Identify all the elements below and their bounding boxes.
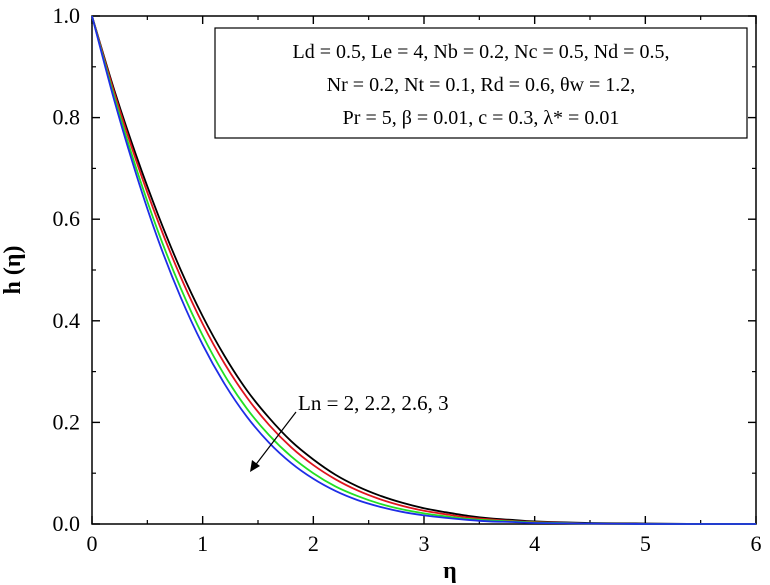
y-axis-title: h (η)	[0, 246, 26, 295]
x-tick-label: 3	[419, 531, 430, 556]
x-tick-label: 6	[751, 531, 762, 556]
parameter-line-3: Pr = 5, β = 0.01, c = 0.3, λ* = 0.01	[343, 107, 620, 129]
annotation-label: Ln = 2, 2.2, 2.6, 3	[298, 391, 449, 415]
y-tick-label: 0.6	[53, 206, 81, 231]
x-tick-label: 4	[529, 531, 540, 556]
x-axis-title: η	[443, 558, 457, 584]
parameter-line-1: Ld = 0.5, Le = 4, Nb = 0.2, Nc = 0.5, Nd…	[293, 41, 670, 63]
x-axis: 0 1 2 3 4 5 6	[87, 16, 762, 556]
parameter-box	[214, 27, 748, 139]
x-tick-label: 2	[308, 531, 319, 556]
y-tick-label: 0.4	[53, 308, 81, 333]
x-tick-label: 1	[197, 531, 208, 556]
x-tick-label: 5	[640, 531, 651, 556]
y-tick-label: 0.0	[53, 511, 81, 536]
annotation-arrow-head	[250, 460, 260, 472]
annotation-arrow-line	[253, 411, 297, 468]
x-tick-label: 0	[87, 531, 98, 556]
series-line-4	[91, 15, 756, 525]
parameter-line-2: Nr = 0.2, Nt = 0.1, Rd = 0.6, θw = 1.2,	[327, 74, 636, 96]
y-tick-label: 0.2	[53, 409, 81, 434]
y-axis: 0.0 0.2 0.4 0.6 0.8 1.0	[53, 3, 756, 536]
y-tick-label: 1.0	[53, 3, 81, 28]
y-tick-label: 0.8	[53, 105, 81, 130]
series-group	[91, 15, 757, 525]
